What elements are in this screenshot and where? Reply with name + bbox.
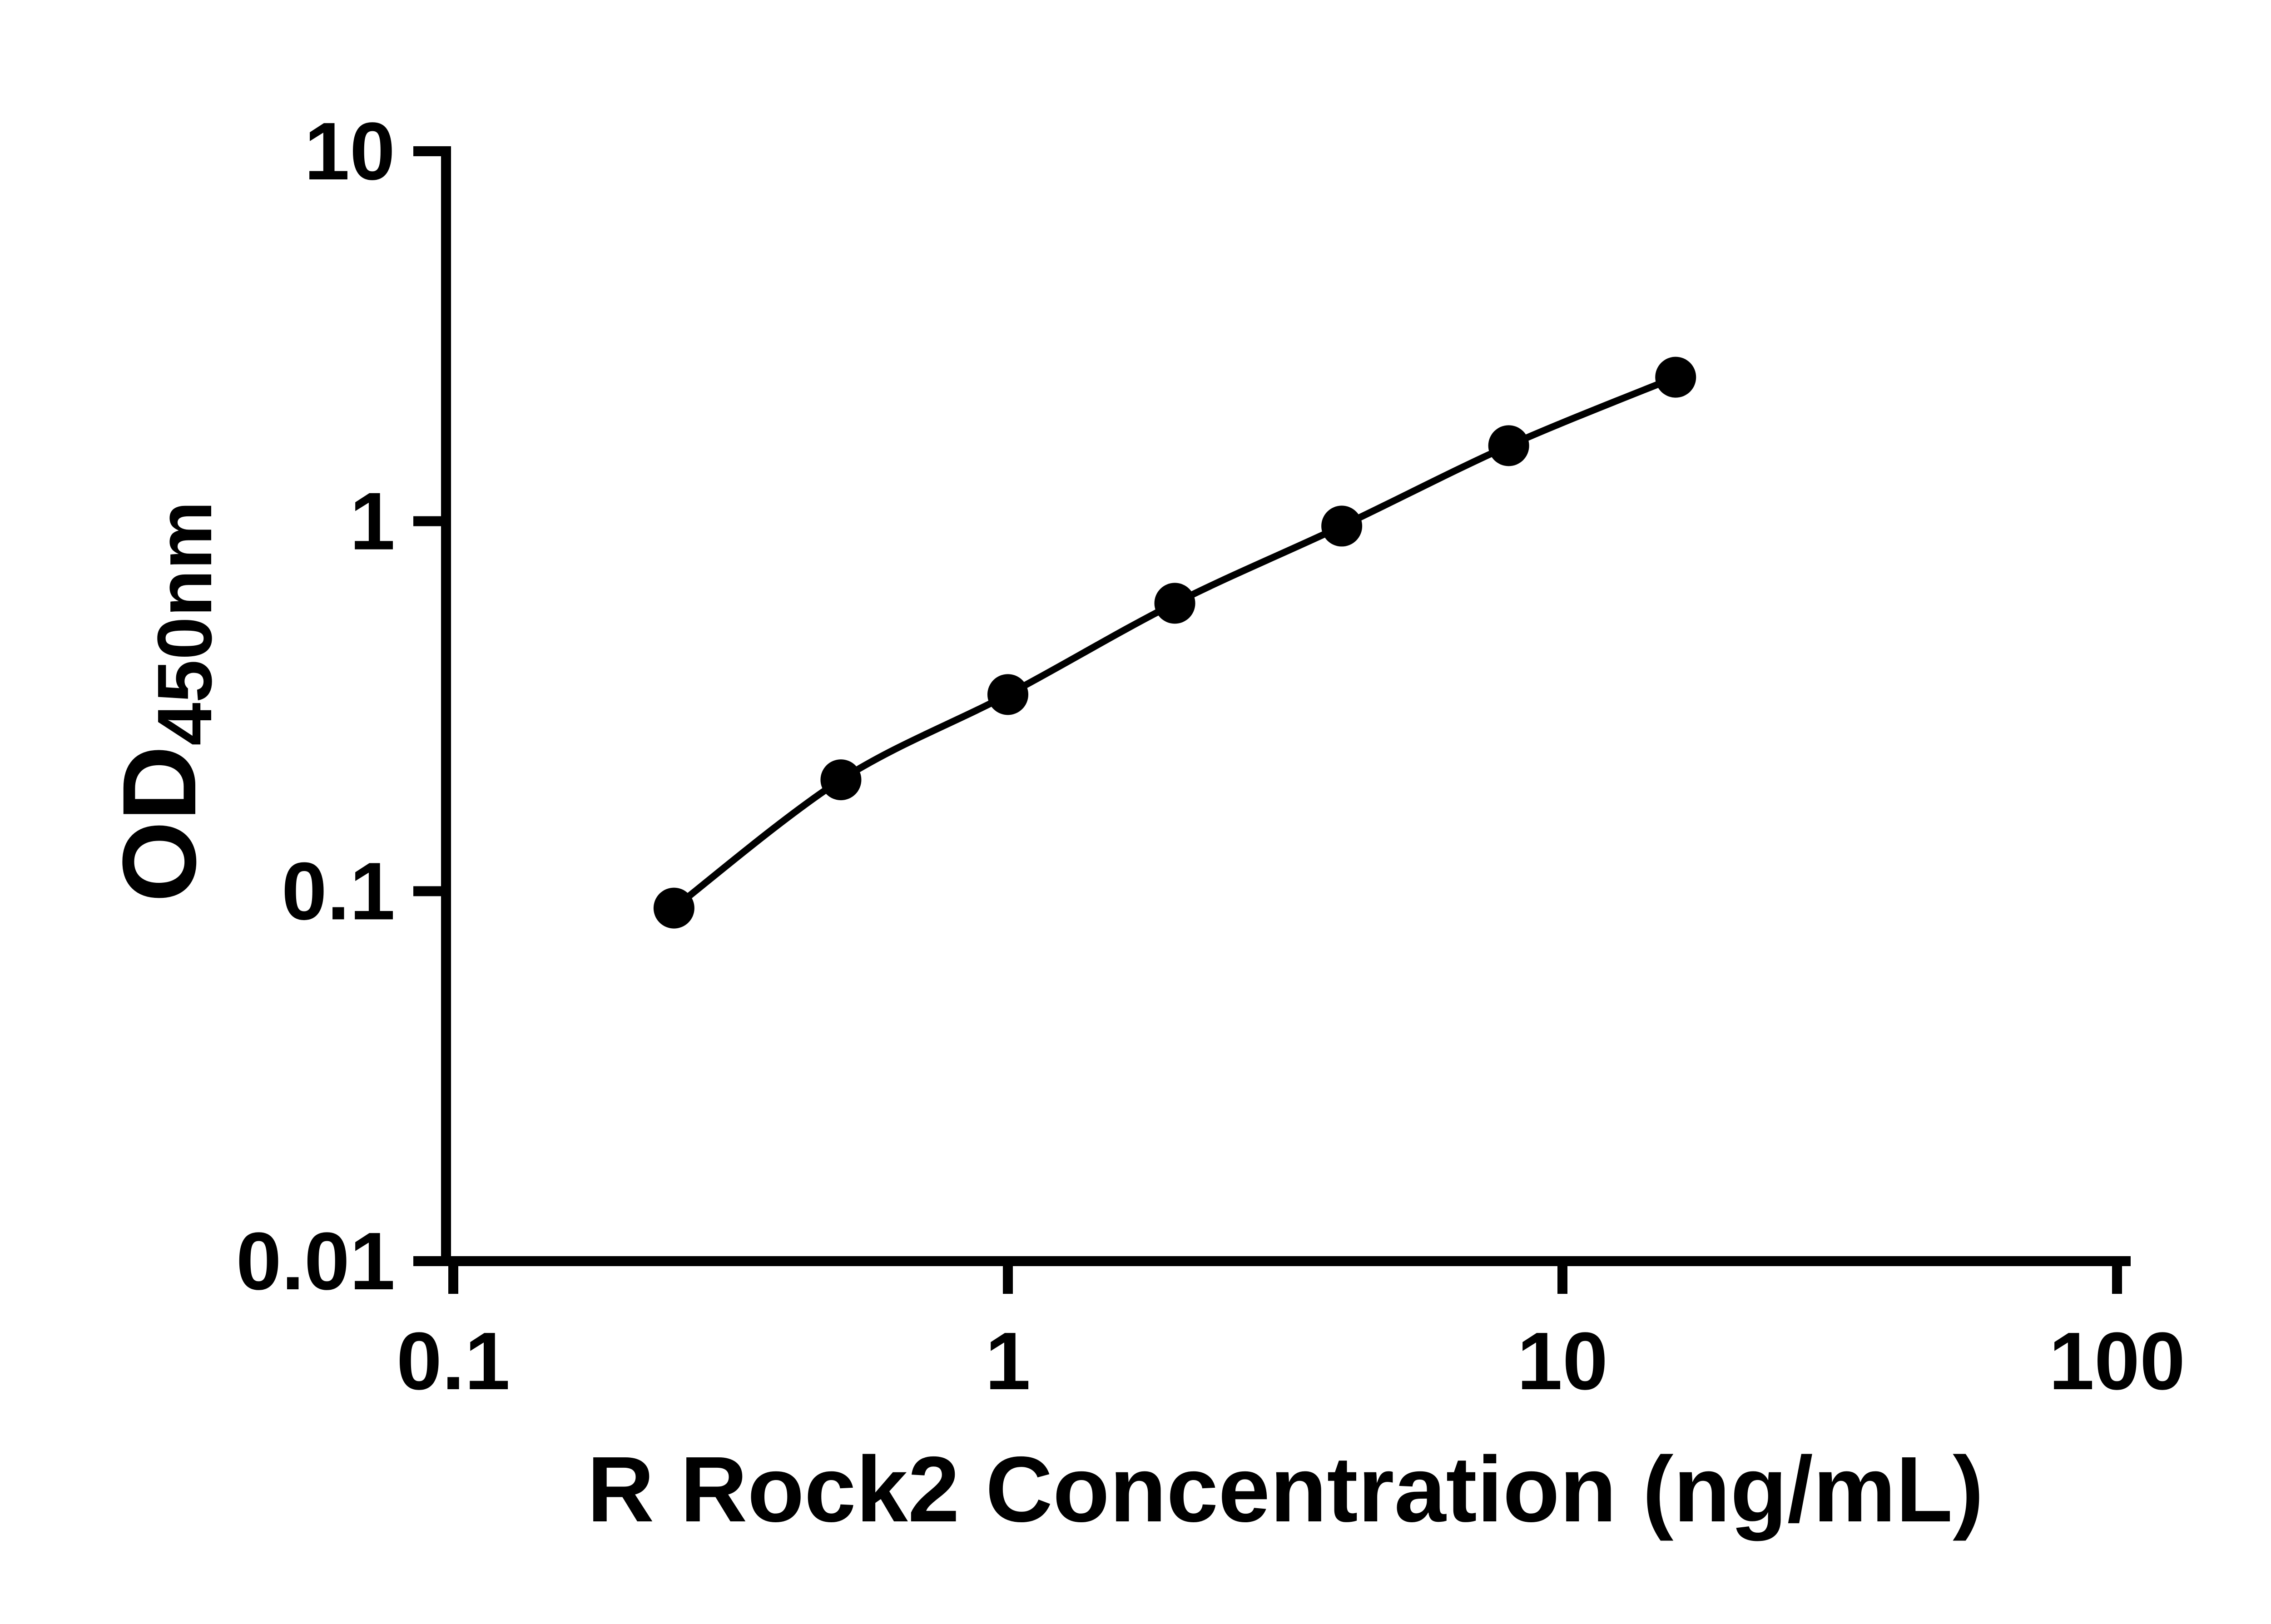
x-axis-ticks [448,1261,2122,1294]
data-point [653,887,694,929]
y-axis-label: OD450nm [101,501,228,902]
y-tick-label: 0.1 [282,846,395,937]
y-axis-label-subscript: 450nm [142,501,228,746]
data-point [1321,505,1363,547]
y-tick-label: 1 [350,476,395,567]
x-tick-label: 10 [1517,1316,1608,1407]
data-point [1655,356,1696,398]
y-tick-label: 0.01 [236,1216,395,1307]
axis-frame [441,146,2131,1266]
axes [441,146,2131,1266]
y-axis-tick-labels: 0.01 0.1 1 10 [236,106,395,1307]
y-tick-label: 10 [304,106,395,197]
data-point [820,759,862,801]
data-point [1488,425,1529,466]
y-axis-label-main: OD [101,746,218,902]
data-point [987,674,1028,715]
data-points [653,356,1696,929]
x-axis-tick-labels: 0.1 1 10 100 [397,1316,2185,1407]
x-tick-label: 1 [985,1316,1031,1407]
x-tick-label: 100 [2049,1316,2185,1407]
y-axis-ticks [413,146,446,1266]
x-tick-label: 0.1 [397,1316,510,1407]
data-point [1154,583,1195,624]
x-axis-label: R Rock2 Concentration (ng/mL) [587,1437,1983,1541]
